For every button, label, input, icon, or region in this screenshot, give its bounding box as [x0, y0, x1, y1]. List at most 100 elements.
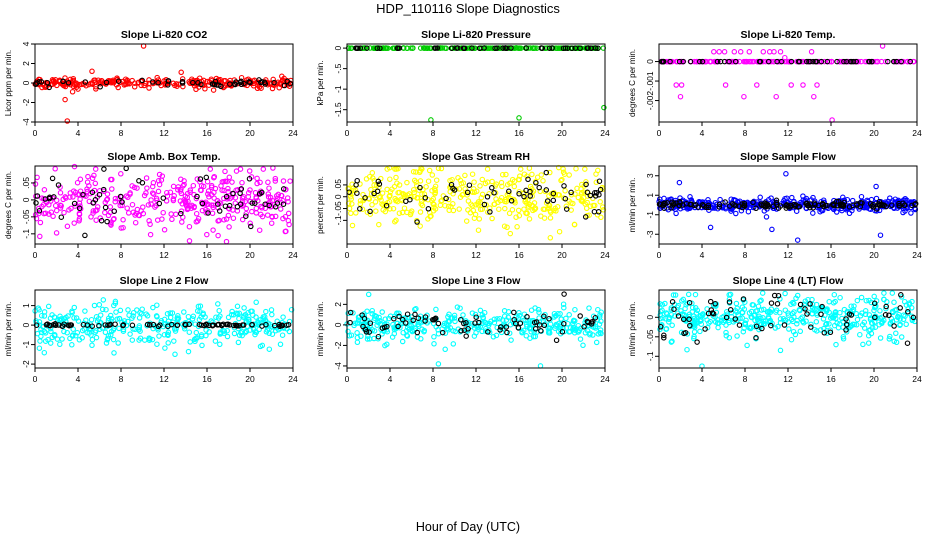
data-point-hourly — [89, 323, 95, 329]
data-point-hourly — [562, 195, 569, 202]
data-point-all — [442, 202, 448, 209]
data-point-hourly — [203, 174, 210, 181]
data-point-all — [566, 329, 572, 335]
data-point-all — [84, 329, 90, 336]
data-point-all — [595, 306, 601, 313]
data-point-hourly — [741, 203, 748, 209]
outlier-point — [731, 49, 738, 55]
data-point-all — [37, 233, 43, 240]
y-tick-label: -.1 — [21, 229, 31, 239]
data-point-all — [272, 175, 279, 182]
data-point-all — [205, 188, 212, 194]
data-point-hourly — [174, 322, 180, 329]
data-point-all — [78, 81, 85, 88]
data-point-all — [359, 206, 366, 212]
data-point-all — [395, 189, 401, 196]
data-point-all — [471, 333, 478, 339]
data-point-hourly — [435, 320, 442, 327]
data-point-all — [165, 340, 171, 346]
data-point-all — [675, 310, 681, 316]
data-point-all — [382, 316, 389, 322]
data-point-all — [479, 191, 486, 198]
data-point-hourly — [237, 190, 243, 197]
y-tick-label: -4 — [333, 362, 343, 370]
data-point-all — [521, 311, 528, 317]
data-point-all — [239, 179, 245, 186]
data-point-all — [723, 322, 729, 328]
data-point-all — [782, 317, 789, 323]
x-tick-label: 24 — [600, 374, 610, 384]
data-point-all — [516, 212, 523, 219]
data-point-all — [449, 315, 456, 321]
data-point-hourly — [100, 186, 107, 193]
data-point-hourly — [252, 200, 258, 206]
x-tick-label: 0 — [33, 250, 38, 260]
data-point-all — [741, 325, 747, 332]
data-point-all — [547, 215, 554, 221]
data-point-all — [517, 166, 524, 172]
data-point-hourly — [439, 329, 446, 336]
data-point-all — [347, 190, 354, 197]
data-point-all — [210, 227, 216, 233]
data-point-all — [389, 186, 395, 192]
data-point-all — [178, 208, 185, 214]
data-point-all — [367, 322, 374, 329]
data-point-all — [669, 322, 675, 329]
data-point-all — [49, 312, 55, 318]
data-point-all — [493, 181, 500, 187]
data-point-all — [69, 309, 75, 316]
data-point-all — [582, 166, 588, 172]
data-point-all — [734, 309, 740, 315]
data-point-hourly — [521, 193, 527, 200]
data-point-hourly — [381, 324, 388, 331]
data-point-all — [467, 209, 474, 216]
data-point-all — [36, 345, 43, 351]
data-point-all — [527, 325, 533, 331]
data-point-hourly — [450, 185, 456, 192]
data-point-hourly — [120, 322, 127, 328]
data-point-all — [866, 312, 873, 318]
data-point-hourly — [157, 322, 163, 328]
data-point-all — [830, 315, 837, 321]
data-point-all — [442, 346, 448, 353]
y-axis-label: kPa per min. — [316, 61, 325, 106]
data-point-all — [593, 179, 600, 186]
data-point-all — [519, 329, 525, 336]
data-point-all — [198, 314, 204, 320]
data-point-all — [210, 87, 217, 93]
data-point-hourly — [839, 201, 845, 208]
data-point-all — [501, 313, 508, 319]
data-point-all — [489, 215, 495, 222]
data-point-all — [268, 220, 275, 226]
data-point-all — [376, 195, 383, 201]
data-point-all — [153, 313, 160, 319]
outlier-point — [783, 171, 789, 177]
y-tick-label: 2 — [21, 61, 31, 66]
data-point-hourly — [788, 58, 795, 65]
data-points — [345, 164, 607, 241]
data-point-hourly — [774, 301, 781, 307]
data-point-all — [74, 179, 81, 186]
data-point-all — [673, 58, 680, 65]
data-point-all — [595, 331, 602, 337]
data-point-all — [245, 190, 252, 196]
data-point-all — [775, 323, 781, 330]
data-point-all — [882, 58, 889, 65]
x-tick-label: 20 — [557, 250, 567, 260]
data-point-all — [165, 329, 172, 336]
data-point-all — [224, 333, 231, 340]
data-point-all — [211, 189, 217, 196]
data-point-all — [57, 190, 64, 196]
data-point-all — [902, 313, 908, 319]
data-point-all — [883, 305, 889, 312]
outlier-point — [782, 54, 788, 61]
data-point-hourly — [686, 299, 693, 306]
data-point-all — [597, 327, 604, 333]
data-point-all — [54, 336, 61, 342]
data-point-hourly — [727, 307, 734, 313]
data-point-all — [421, 45, 428, 51]
data-point-hourly — [597, 186, 604, 193]
data-point-all — [103, 306, 109, 313]
data-point-hourly — [810, 205, 816, 211]
data-point-hourly — [872, 314, 878, 321]
